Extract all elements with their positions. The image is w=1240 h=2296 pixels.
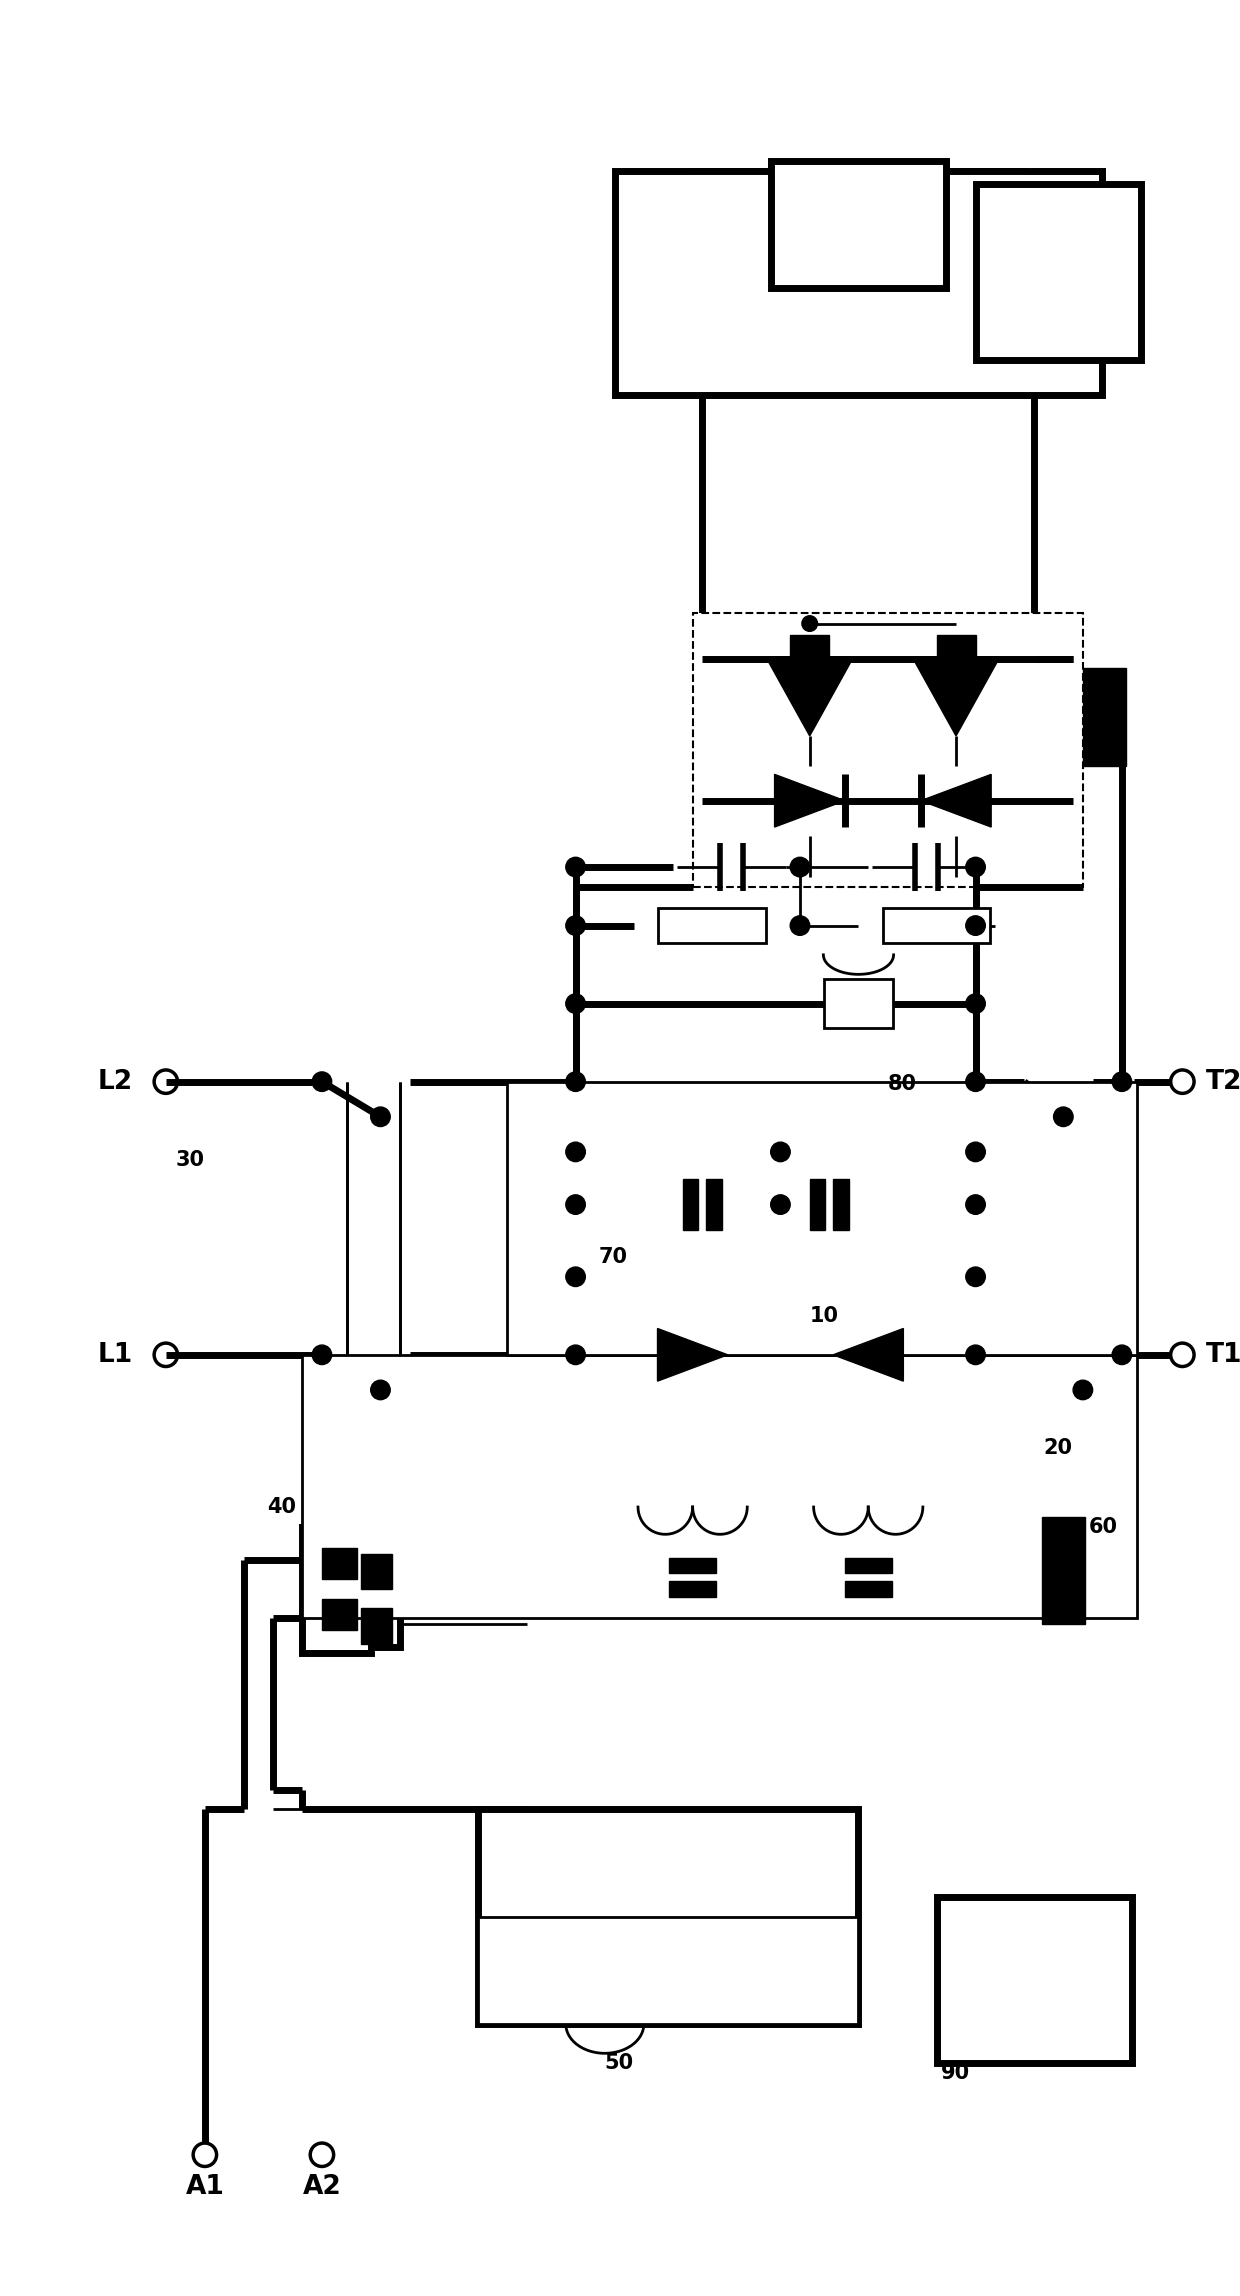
Circle shape [565,1141,585,1162]
Polygon shape [833,1329,904,1382]
Circle shape [565,994,585,1013]
Text: T2: T2 [1205,1068,1240,1095]
Text: 40: 40 [268,1497,296,1518]
Bar [707,1180,722,1231]
Text: A2: A2 [303,2174,341,2200]
Bar [303,1527,371,1653]
Bar [507,1081,1137,1355]
Bar [658,907,766,944]
Bar [670,1557,715,1573]
Bar [322,1548,357,1580]
Text: T1: T1 [1205,1341,1240,1368]
Circle shape [966,1345,986,1364]
Circle shape [565,856,585,877]
Circle shape [790,916,810,934]
Bar [527,1277,1034,1605]
Bar [790,636,830,659]
Circle shape [1073,1380,1092,1401]
Circle shape [771,1141,790,1162]
Text: L1: L1 [98,1341,133,1368]
Bar [693,170,1024,356]
Circle shape [771,1194,790,1215]
Text: 10: 10 [810,1306,838,1325]
Circle shape [312,1345,331,1364]
Circle shape [966,1194,986,1215]
Text: A1: A1 [186,2174,224,2200]
Bar [322,1598,357,1630]
Bar [936,636,976,659]
Circle shape [802,615,817,631]
Bar [976,184,1141,360]
Circle shape [565,916,585,934]
Circle shape [966,1072,986,1091]
Polygon shape [775,774,844,827]
Polygon shape [766,659,853,737]
Bar [615,170,1102,395]
Bar [825,978,893,1029]
Text: 70: 70 [599,1247,627,1267]
Bar [303,1355,1137,1619]
Bar [825,1134,931,1169]
Text: 20: 20 [1044,1440,1073,1458]
Circle shape [565,1267,585,1286]
Circle shape [371,1107,391,1127]
Polygon shape [921,774,991,827]
Bar [833,1180,848,1231]
Bar [883,907,991,944]
Bar [649,1134,756,1169]
Bar [670,1582,715,1596]
Text: 80: 80 [888,1075,916,1093]
Bar [477,1917,858,2025]
Circle shape [1054,1107,1073,1127]
Bar [477,1809,858,2025]
Text: 90: 90 [940,2064,970,2082]
Text: 50: 50 [605,2053,634,2073]
Bar [361,1609,392,1644]
Text: 30: 30 [176,1150,205,1169]
Bar [844,1557,892,1573]
Circle shape [565,1345,585,1364]
Polygon shape [657,1329,728,1382]
Circle shape [565,1072,585,1091]
Circle shape [966,1141,986,1162]
Circle shape [1112,1072,1132,1091]
Polygon shape [913,659,999,737]
Bar [936,1896,1132,2064]
Bar [771,161,946,287]
Bar [693,613,1083,886]
Bar [844,1582,892,1596]
Circle shape [371,1380,391,1401]
Text: 60: 60 [1089,1518,1117,1536]
Circle shape [312,1072,331,1091]
Circle shape [966,916,986,934]
Bar [361,1554,392,1589]
Bar [1083,668,1126,765]
Text: L2: L2 [98,1068,133,1095]
Bar [810,1180,826,1231]
Bar [341,1541,401,1649]
Circle shape [966,1267,986,1286]
Bar [1042,1518,1085,1623]
Circle shape [966,994,986,1013]
Circle shape [966,856,986,877]
Bar [683,1180,698,1231]
Circle shape [790,856,810,877]
Bar [644,1258,702,1297]
Circle shape [565,1194,585,1215]
Circle shape [1112,1345,1132,1364]
